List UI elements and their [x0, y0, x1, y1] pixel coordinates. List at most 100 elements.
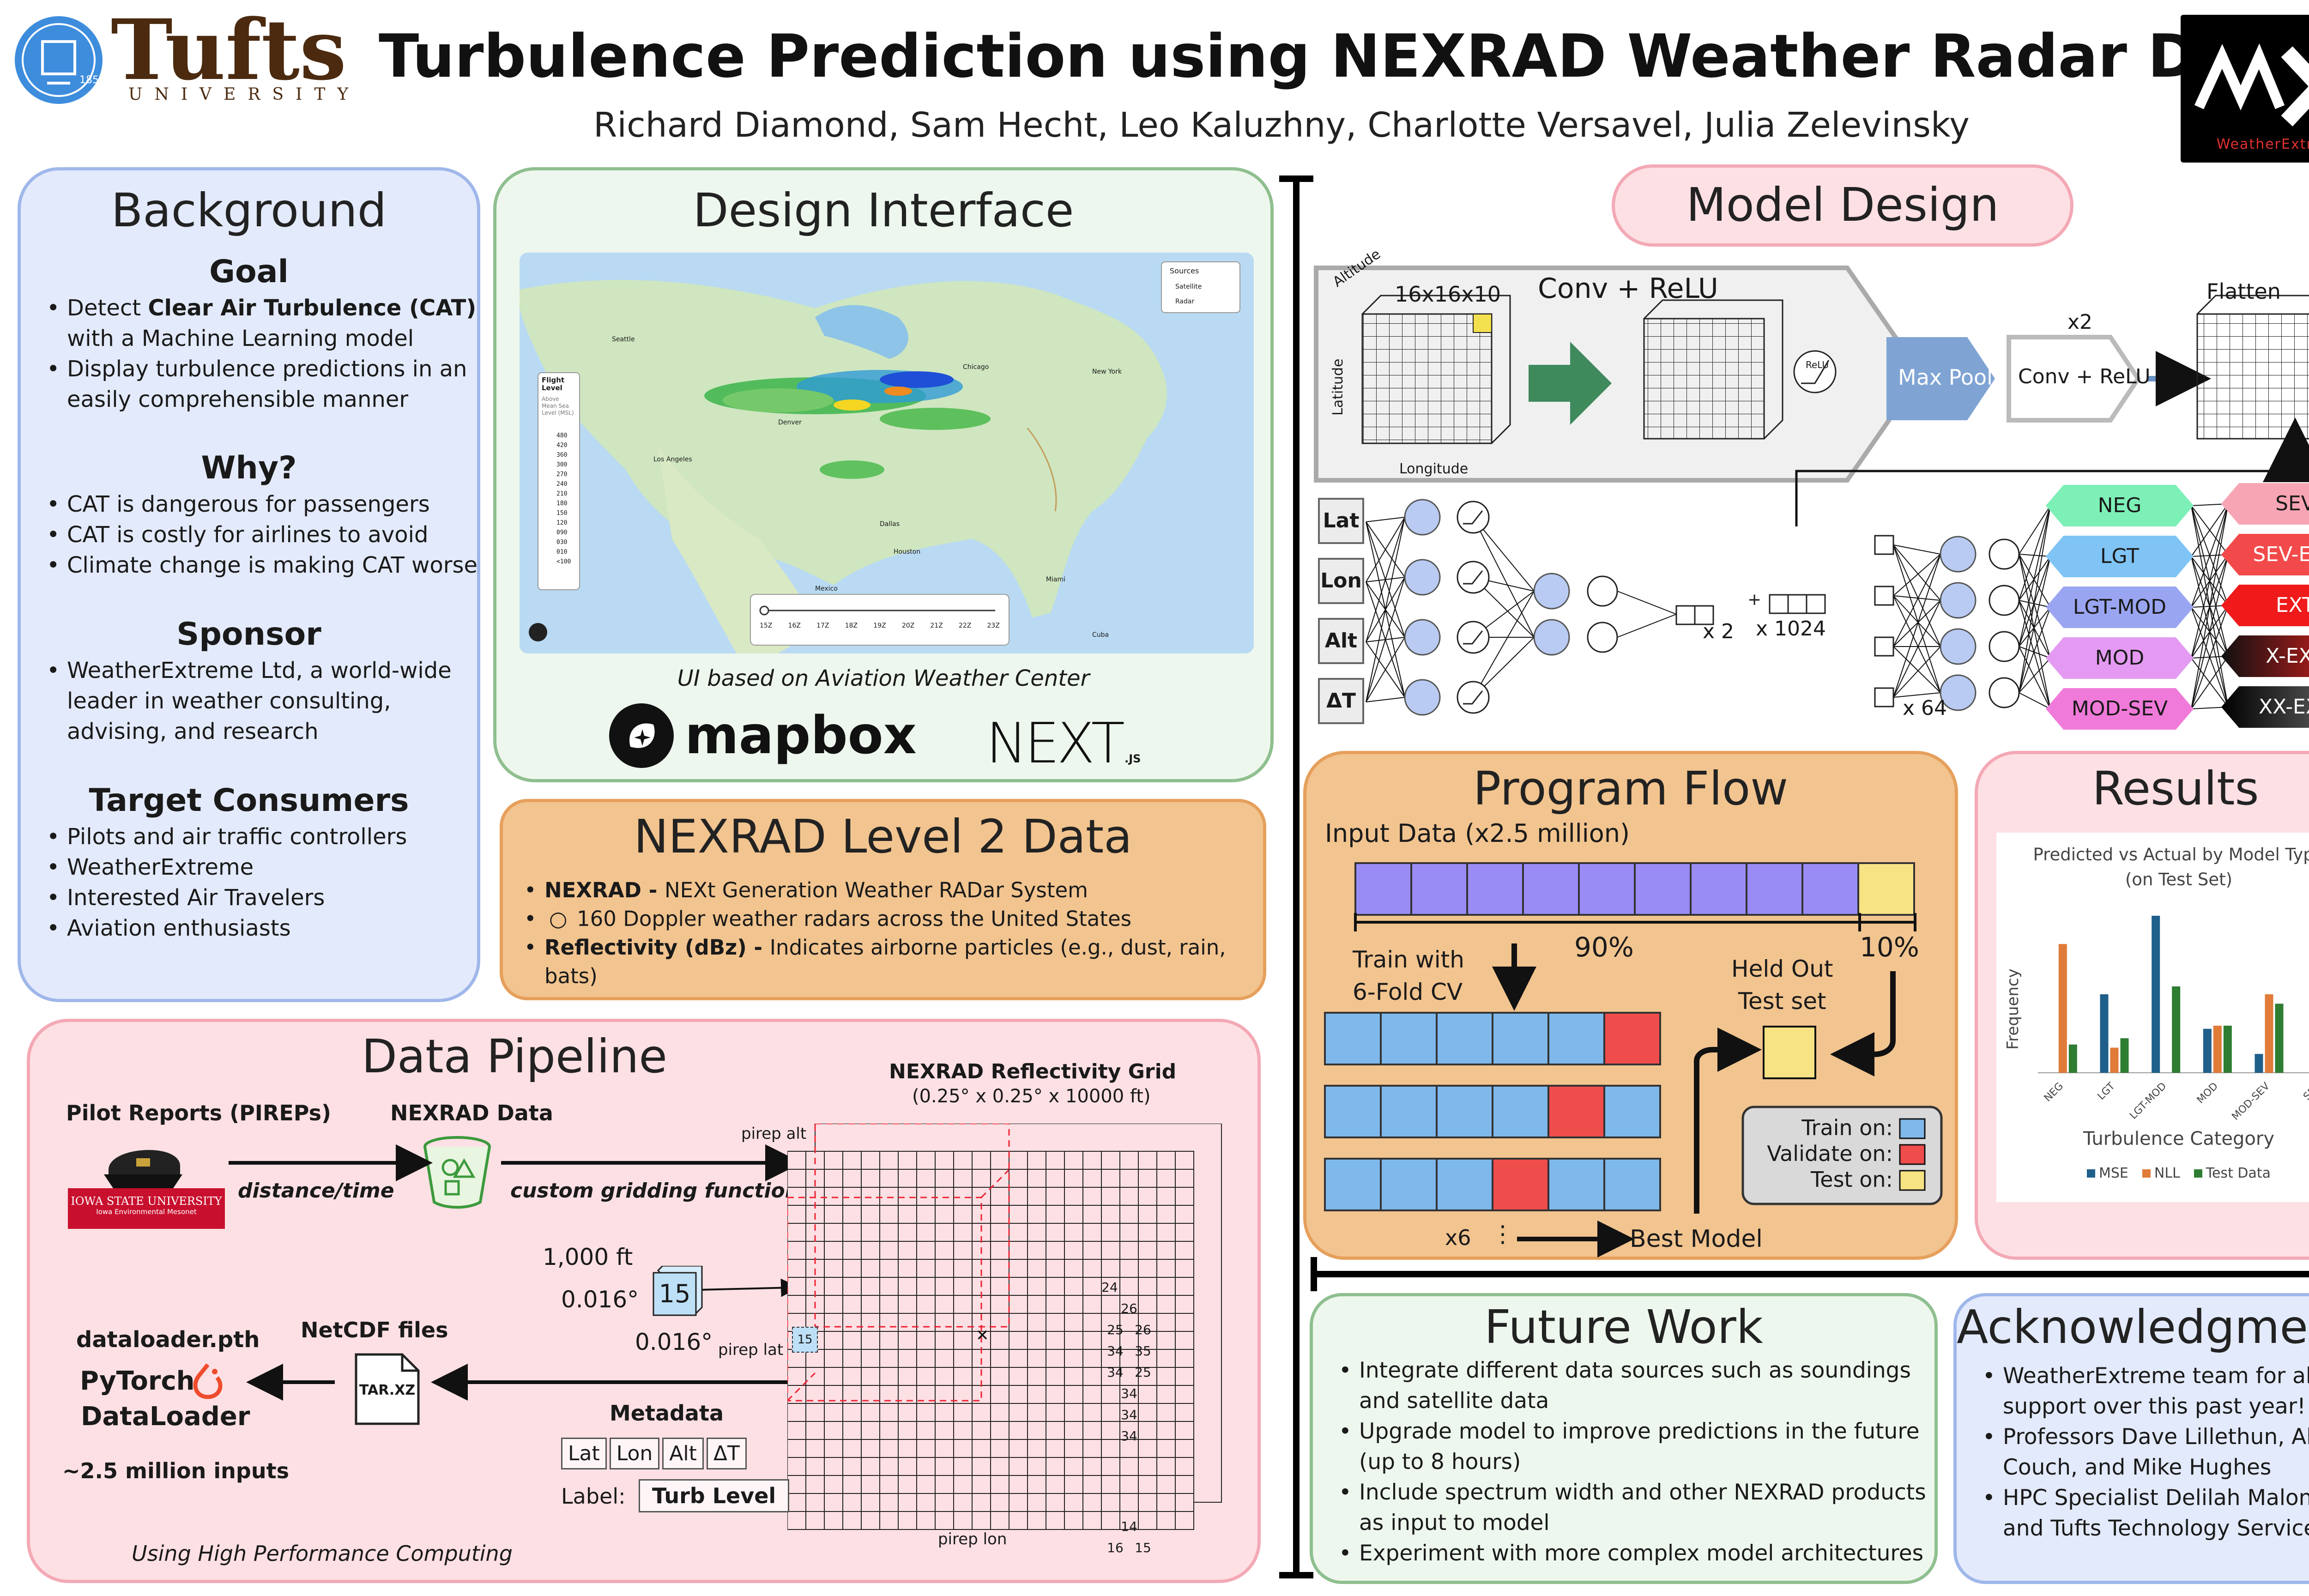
weatherextreme-logo: WeatherExtreme	[2181, 15, 2309, 163]
flight-level-item[interactable]: 010	[556, 549, 568, 556]
class-lgt: LGT	[2046, 536, 2194, 577]
grid-value: 14	[1121, 1519, 1137, 1534]
nextjs-sub: .JS	[1124, 752, 1141, 765]
time-label[interactable]: 20Z	[901, 622, 915, 629]
conv-relu2-label: Conv + ReLU	[2018, 365, 2151, 388]
nexrad-item: NEXRAD - NEXt Generation Weather RADar S…	[521, 876, 1260, 905]
flow-legend-test: Test on:	[1810, 1167, 1893, 1192]
time-label[interactable]: 22Z	[958, 622, 972, 629]
nexrad-item: Reflectivity (dBz) - Indicates airborne …	[521, 933, 1260, 991]
x2b-label: x 2	[1703, 620, 1735, 643]
flight-level-item[interactable]: 120	[556, 520, 568, 526]
grid-value: 34 35	[1107, 1343, 1151, 1359]
legend-test: Test Data	[2194, 1165, 2271, 1181]
grid-value: 34	[1121, 1386, 1137, 1401]
class-neg: NEG	[2046, 485, 2194, 526]
flight-level-item[interactable]: 090	[556, 529, 568, 536]
model-diagram: 16x16x10 Altitude Latitude Longitude Con…	[1312, 246, 2309, 739]
chart-plot: NEG LGT LGT-MOD MOD MOD-SEV SEV	[2038, 916, 2309, 1123]
city-label: Mexico	[815, 585, 838, 592]
legend-mse: MSE	[2086, 1165, 2128, 1181]
time-label[interactable]: 17Z	[816, 622, 829, 629]
grid-subtitle: (0.25° x 0.25° x 10000 ft)	[912, 1086, 1151, 1107]
pct-test-label: 10%	[1860, 931, 1919, 963]
pireps-label: Pilot Reports (PIREPs)	[66, 1100, 332, 1125]
time-label[interactable]: 19Z	[873, 622, 886, 629]
city-label: Cuba	[1092, 631, 1109, 639]
netcdf-label: NetCDF files	[301, 1318, 448, 1342]
dots-label: ⋮	[1491, 1221, 1514, 1247]
why-item: Climate change is making CAT worse	[44, 550, 478, 580]
distance-time-label: distance/time	[238, 1179, 394, 1203]
chart-legend: MSE NLL Test Data	[1996, 1165, 2309, 1181]
class-mod-sev: MOD-SEV	[2046, 688, 2194, 730]
flight-level-list[interactable]: 480 420 360 300 270 240 210 180 150 120 …	[556, 431, 571, 567]
metadata-cell: ΔT	[706, 1438, 747, 1469]
city-label: Seattle	[612, 336, 635, 343]
flight-level-item[interactable]: 360	[556, 452, 568, 459]
grid-value: 16 15	[1107, 1540, 1151, 1555]
design-caption: UI based on Aviation Weather Center	[677, 665, 1090, 691]
city-label: Miami	[1046, 576, 1066, 583]
grid-value: 25 26	[1107, 1322, 1151, 1337]
why-item: CAT is dangerous for passengers	[44, 489, 478, 520]
chart-bar-mse	[2152, 916, 2160, 1073]
flight-level-item[interactable]: 150	[556, 510, 568, 517]
chart-bar-test-data	[2068, 1044, 2077, 1073]
map-screenshot[interactable]: Sources Satellite Radar Flight Level Abo…	[520, 253, 1254, 653]
chart-tick-label: LGT-MOD	[2128, 1081, 2169, 1122]
city-label: Denver	[778, 419, 802, 426]
flight-level-item[interactable]: 180	[556, 500, 568, 507]
map-source-satellite[interactable]: Satellite	[1175, 283, 1202, 290]
map-source-radar[interactable]: Radar	[1175, 298, 1195, 305]
mapbox-icon	[609, 703, 674, 768]
chart-title: Predicted vs Actual by Model Type	[2033, 845, 2309, 864]
time-slider-labels[interactable]: 15Z 16Z 17Z 18Z 19Z 20Z 21Z 22Z 23Z	[760, 622, 1000, 629]
iowa-state-sub: Iowa Environmental Mesonet	[96, 1208, 197, 1216]
x6-label: x6	[1445, 1225, 1471, 1250]
chart-bar-nll	[2213, 1026, 2222, 1073]
flight-level-title: Flight Level	[542, 376, 565, 392]
dims-label: 16x16x10	[1395, 282, 1501, 307]
bucket-icon	[418, 1133, 496, 1213]
x2-label: x2	[2067, 310, 2093, 334]
future-list: Integrate different data sources such as…	[1336, 1355, 1932, 1569]
tar-file-text: TAR.XZ	[359, 1382, 416, 1398]
flight-level-item[interactable]: 210	[556, 490, 568, 497]
x1024-label: x 1024	[1756, 617, 1826, 641]
why-list: CAT is dangerous for passengers CAT is c…	[44, 489, 478, 580]
flight-level-item[interactable]: 270	[556, 471, 568, 478]
time-label[interactable]: 23Z	[987, 622, 1000, 629]
flow-diagram	[1324, 862, 1943, 1257]
flight-level-item[interactable]: 240	[556, 481, 568, 488]
time-label[interactable]: 15Z	[760, 622, 773, 629]
time-label[interactable]: 16Z	[788, 622, 801, 629]
city-label: Los Angeles	[653, 456, 692, 463]
flight-level-item[interactable]: 030	[556, 539, 568, 546]
weatherextreme-logo-text: WeatherExtreme	[2217, 136, 2309, 152]
chart-bar-test-data	[2275, 1004, 2284, 1073]
flight-level-item[interactable]: 420	[556, 442, 568, 449]
ack-item: Professors Dave Lillethun, Alva Couch, a…	[1980, 1422, 2309, 1483]
flow-panel: Program Flow Input Data (x2.5 million) 9…	[1303, 751, 1958, 1260]
class-badges-left: NEG LGT LGT-MOD MOD MOD-SEV	[2046, 485, 2194, 730]
flight-level-item[interactable]: 300	[556, 461, 568, 468]
time-label[interactable]: 21Z	[930, 622, 943, 629]
legend-nll: NLL	[2142, 1165, 2180, 1181]
design-title: Design Interface	[693, 183, 1074, 237]
why-item: CAT is costly for airlines to avoid	[44, 520, 478, 550]
time-label[interactable]: 18Z	[845, 622, 858, 629]
background-title: Background	[111, 183, 387, 237]
map-sources-label[interactable]: Sources	[1170, 266, 1199, 275]
model-title: Model Design	[1686, 178, 1999, 232]
grid-values: 24 26 25 26 34 35 34 25 34 34 34 14 16 15	[1101, 1277, 1157, 1559]
tufts-logo-sub: UNIVERSITY	[128, 85, 361, 104]
longitude-label: Longitude	[1399, 461, 1469, 477]
relu-node-label: ReLU	[1806, 359, 1829, 370]
grid-value: 34	[1121, 1407, 1137, 1422]
flight-level-item[interactable]: 480	[556, 432, 568, 439]
metadata-cell: Lat	[561, 1438, 607, 1469]
input-dt: ΔT	[1318, 678, 1364, 724]
flight-level-item[interactable]: <100	[556, 558, 571, 565]
tufts-logo: Tufts	[111, 1, 347, 99]
